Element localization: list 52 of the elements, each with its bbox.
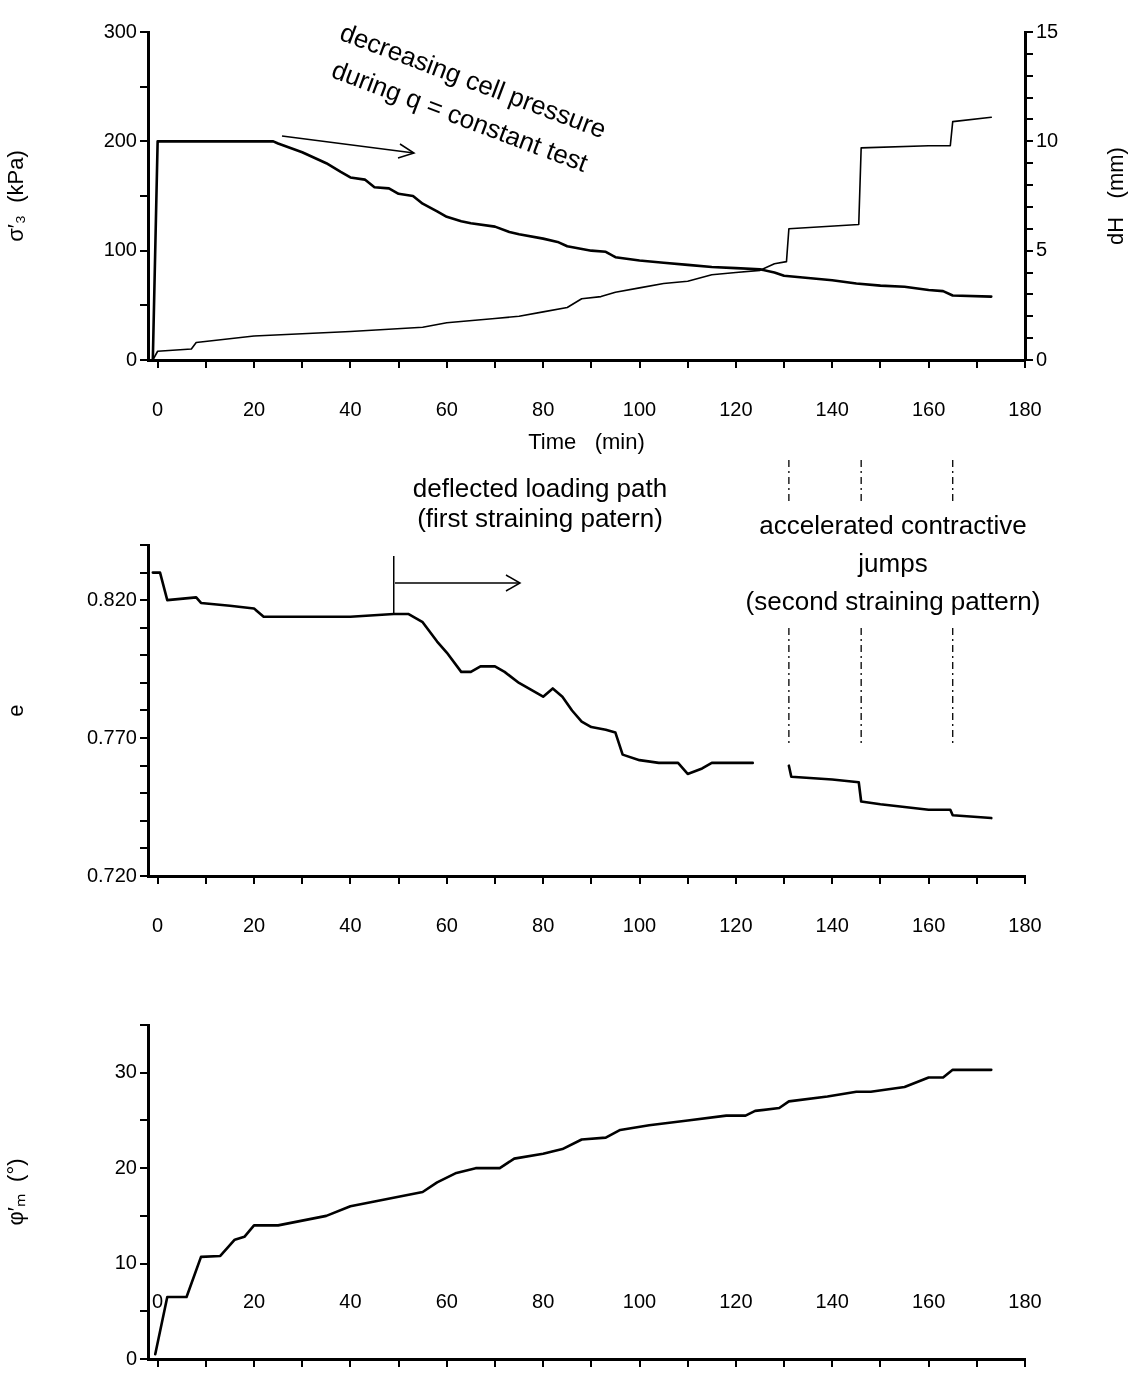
x-tick-label: 180 [1008, 397, 1042, 420]
x-tick-label: 140 [815, 397, 849, 420]
x-tick-label: 80 [532, 913, 555, 936]
y-tick-label: 0 [125, 1346, 137, 1369]
x-tick-label: 160 [911, 913, 946, 936]
x-tick-label: 60 [435, 913, 458, 936]
x-tick-label: 100 [622, 1289, 657, 1312]
x-tick-label: 20 [242, 913, 266, 936]
x-tick-label: 180 [1008, 913, 1042, 936]
x-tick-label: 0 [152, 397, 164, 420]
y-axis-title: φ′ₘ (°) [3, 1158, 29, 1226]
y-tick-label: 10 [114, 1251, 137, 1274]
y-tick-label: 0.820 [86, 587, 137, 610]
x-tick-label: 0 [152, 1289, 164, 1312]
x-tick-label: 100 [622, 397, 657, 420]
x-tick-label: 100 [622, 913, 657, 936]
x-tick-label: 40 [339, 1289, 362, 1312]
x-tick-label: 120 [719, 397, 753, 420]
y2-axis-title: dH (mm) [1103, 147, 1129, 245]
y-tick-label: 20 [114, 1155, 137, 1178]
y-tick-label: 0 [125, 347, 137, 370]
x-tick-label: 80 [532, 397, 555, 420]
y2-tick-label: 15 [1036, 19, 1059, 42]
x-tick-label: 180 [1008, 1289, 1042, 1312]
y-axis-title: σ′₃ (kPa) [3, 150, 29, 242]
annotation: accelerated contractive jumps (second straining pattern) [745, 510, 1041, 617]
x-tick-label: 80 [532, 1289, 555, 1312]
x-tick-label: 0 [152, 913, 164, 936]
x-tick-label: 140 [815, 1289, 849, 1312]
x-tick-label: 20 [242, 1289, 266, 1312]
x-tick-label: 120 [719, 913, 753, 936]
annotation: deflected loading path (first straining patern) [412, 473, 668, 534]
x-axis-title: Time (min) [528, 428, 645, 454]
y2-tick-label: 0 [1036, 347, 1048, 370]
y-tick-label: 30 [114, 1060, 137, 1083]
y-tick-label: 0.720 [86, 863, 137, 886]
y-tick-label: 100 [103, 238, 137, 261]
x-tick-label: 120 [719, 1289, 753, 1312]
y-tick-label: 200 [103, 128, 137, 151]
x-tick-label: 40 [339, 913, 362, 936]
x-tick-label: 40 [339, 397, 362, 420]
x-tick-label: 160 [911, 397, 946, 420]
x-tick-label: 160 [911, 1289, 946, 1312]
x-tick-label: 60 [435, 397, 458, 420]
x-tick-label: 20 [242, 397, 266, 420]
x-tick-label: 60 [435, 1289, 458, 1312]
y2-tick-label: 10 [1036, 128, 1059, 151]
y-axis-title: e [3, 704, 29, 717]
y-tick-label: 300 [103, 19, 137, 42]
y-tick-label: 0.770 [86, 725, 137, 748]
x-tick-label: 140 [815, 913, 849, 936]
y2-tick-label: 5 [1036, 238, 1048, 261]
